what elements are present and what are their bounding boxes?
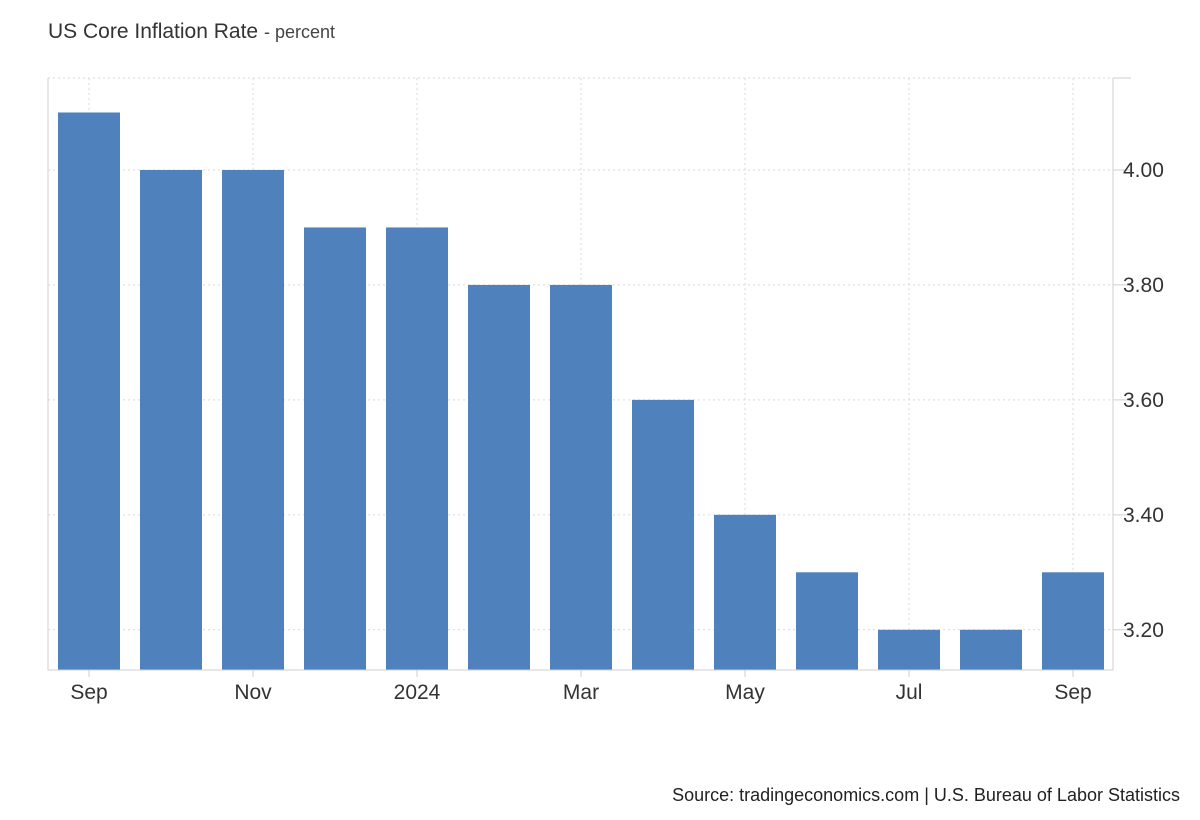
bar (140, 169, 202, 670)
x-axis-tick-labels: Sep Nov 2024 Mar May Jul Sep (70, 681, 1091, 704)
x-tick-label: Sep (1054, 681, 1091, 704)
bar (222, 169, 284, 670)
source-attribution: Source: tradingeconomics.com | U.S. Bure… (672, 785, 1180, 805)
bar (550, 284, 612, 670)
x-tick-label: May (725, 681, 765, 704)
y-tick-label: 3.60 (1123, 389, 1164, 412)
bar (58, 112, 120, 671)
x-tick-label: 2024 (394, 681, 441, 704)
chart-subtitle: - percent (263, 22, 335, 42)
bar (632, 399, 694, 670)
bar (304, 227, 366, 670)
chart-title: US Core Inflation Rate - percent (48, 20, 335, 44)
bar (796, 572, 858, 670)
bar (714, 514, 776, 670)
chart-title-text: US Core Inflation Rate (48, 20, 259, 43)
bar (960, 629, 1022, 670)
bars (58, 112, 1104, 671)
x-tick-label: Sep (70, 681, 107, 704)
y-tick-label: 3.80 (1123, 274, 1164, 297)
bar (386, 227, 448, 670)
x-tick-label: Mar (563, 681, 599, 704)
y-axis-tick-labels: 3.20 3.40 3.60 3.80 4.00 (1123, 159, 1164, 642)
bar (878, 629, 940, 670)
y-tick-label: 3.20 (1123, 619, 1164, 642)
bar (468, 284, 530, 670)
y-tick-label: 4.00 (1123, 159, 1164, 182)
y-tick-label: 3.40 (1123, 504, 1164, 527)
x-tick-label: Nov (234, 681, 272, 704)
axes (47, 77, 1131, 677)
x-tick-label: Jul (896, 681, 923, 704)
bar (1042, 572, 1104, 670)
